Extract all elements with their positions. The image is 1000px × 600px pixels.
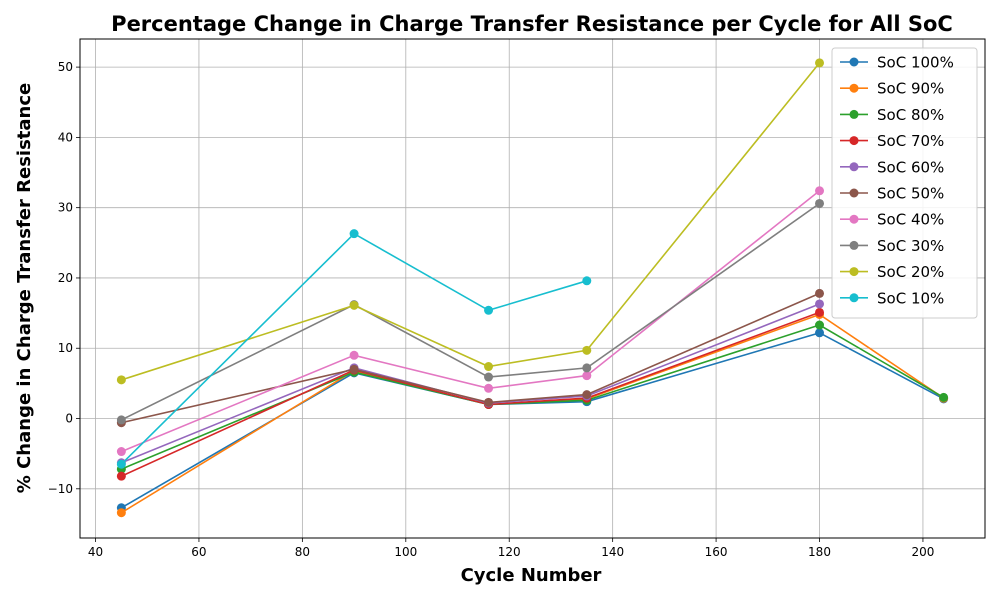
data-point xyxy=(815,186,825,196)
series-soc-20 xyxy=(116,58,825,385)
legend-label: SoC 60% xyxy=(877,158,944,176)
legend-label: SoC 70% xyxy=(877,132,944,150)
x-axis-label: Cycle Number xyxy=(461,565,602,586)
y-tick-label: 10 xyxy=(58,341,73,355)
series-soc-80 xyxy=(116,320,949,474)
x-tick-label: 160 xyxy=(705,545,728,559)
data-point xyxy=(582,390,592,400)
legend-item: SoC 20% xyxy=(840,263,944,281)
data-point xyxy=(582,345,592,355)
x-tick-label: 100 xyxy=(394,545,417,559)
series-soc-10 xyxy=(116,229,592,469)
legend-item: SoC 100% xyxy=(840,54,954,72)
series-line xyxy=(121,190,820,453)
data-point xyxy=(116,459,126,469)
legend-item: SoC 40% xyxy=(840,211,944,229)
legend-marker xyxy=(849,214,859,224)
legend-label: SoC 30% xyxy=(877,237,944,255)
plot-frame xyxy=(79,38,986,539)
legend-label: SoC 50% xyxy=(877,185,944,203)
data-point xyxy=(116,471,126,481)
legend-marker xyxy=(849,240,859,250)
data-point xyxy=(116,508,126,518)
data-point xyxy=(349,229,359,239)
data-point xyxy=(815,328,825,338)
series-line xyxy=(121,324,945,470)
chart-title: Percentage Change in Charge Transfer Res… xyxy=(111,12,953,36)
x-tick-label: 40 xyxy=(88,545,103,559)
x-tick-label: 60 xyxy=(191,545,206,559)
data-point xyxy=(815,299,825,309)
series-line xyxy=(121,202,820,421)
legend-label: SoC 10% xyxy=(877,289,944,307)
series-line xyxy=(120,313,945,514)
x-tick-label: 120 xyxy=(498,545,521,559)
data-point xyxy=(349,300,359,310)
data-point xyxy=(484,383,494,393)
legend-item: SoC 80% xyxy=(840,106,944,124)
y-tick-label: 50 xyxy=(58,60,73,74)
series-soc-30 xyxy=(116,198,825,425)
data-point xyxy=(116,415,126,425)
series-layer xyxy=(116,58,949,518)
data-point xyxy=(484,362,494,372)
series-line xyxy=(121,62,821,381)
data-point xyxy=(349,364,359,374)
legend-marker xyxy=(849,162,859,172)
legend-label: SoC 100% xyxy=(877,54,954,72)
legend-label: SoC 40% xyxy=(877,211,944,229)
legend-marker xyxy=(849,57,859,67)
data-point xyxy=(582,371,592,381)
legend-item: SoC 10% xyxy=(840,289,944,307)
legend-box xyxy=(831,47,978,319)
y-tick-label: 30 xyxy=(58,201,73,215)
data-point xyxy=(815,198,825,208)
data-point xyxy=(939,392,949,402)
series-line xyxy=(120,232,588,465)
legend-marker xyxy=(849,109,859,119)
legend-marker xyxy=(849,267,859,277)
data-point xyxy=(484,397,494,407)
data-point xyxy=(116,447,126,457)
x-tick-label: 140 xyxy=(601,545,624,559)
legend-marker xyxy=(849,83,859,93)
data-point xyxy=(582,276,592,286)
series-soc-70 xyxy=(116,307,825,481)
y-tick-label: 20 xyxy=(58,271,73,285)
data-point xyxy=(484,305,494,315)
x-tick-label: 200 xyxy=(911,545,934,559)
data-point xyxy=(349,350,359,360)
legend-marker xyxy=(849,188,859,198)
legend-marker xyxy=(849,136,859,146)
data-point xyxy=(815,320,825,330)
data-point xyxy=(116,375,126,385)
legend-label: SoC 90% xyxy=(877,80,944,98)
legend-item: SoC 30% xyxy=(840,237,944,255)
data-point xyxy=(815,58,825,68)
data-point xyxy=(582,363,592,373)
data-point xyxy=(815,288,825,298)
y-tick-label: −10 xyxy=(48,482,73,496)
x-tick-label: 80 xyxy=(295,545,310,559)
series-line xyxy=(121,311,820,477)
y-axis-label: % Change in Charge Transfer Resistance xyxy=(14,83,35,493)
tick-layer: 40 60 80 100 120 140 160 180 200 −10 0 10 20 30 40 50 xyxy=(48,60,935,559)
legend-marker xyxy=(849,293,859,303)
legend-item: SoC 50% xyxy=(840,185,944,203)
legend-item: SoC 90% xyxy=(840,80,944,98)
data-point xyxy=(815,307,825,317)
legend-item: SoC 70% xyxy=(840,132,944,150)
legend-label: SoC 80% xyxy=(877,106,944,124)
y-tick-label: 40 xyxy=(58,130,73,144)
data-point xyxy=(484,372,494,382)
y-tick-label: 0 xyxy=(65,412,73,426)
legend: SoC 100% SoC 90% SoC 80% SoC 70% SoC 60% SoC … xyxy=(831,47,978,319)
legend-label: SoC 20% xyxy=(877,263,944,281)
series-soc-100 xyxy=(116,328,949,513)
legend-item: SoC 60% xyxy=(840,158,944,176)
x-tick-label: 180 xyxy=(808,545,831,559)
series-soc-40 xyxy=(116,186,825,457)
